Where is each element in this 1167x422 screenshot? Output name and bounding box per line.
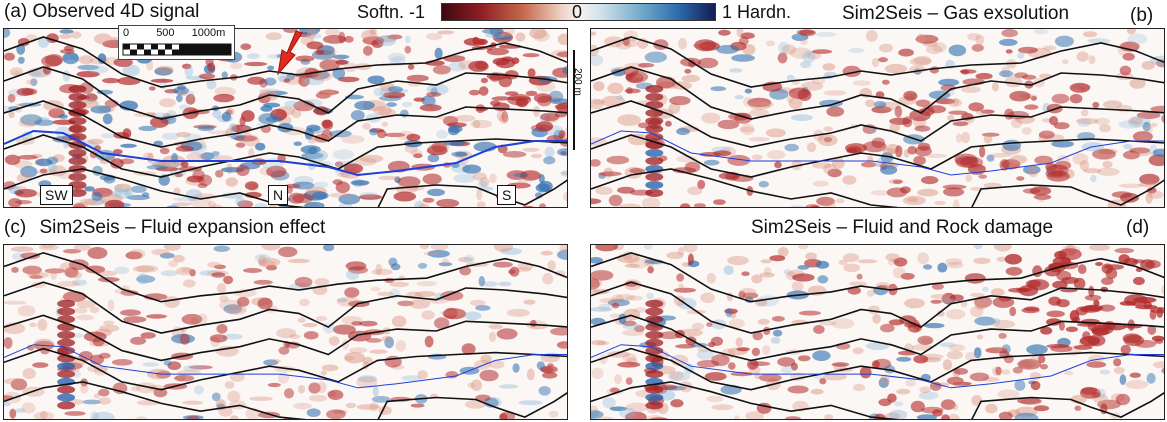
panel-d xyxy=(590,244,1165,420)
horizontal-scale-bar: 0 500 1000m xyxy=(118,25,235,60)
scale-tick-0: 0 xyxy=(123,27,130,39)
colorbar xyxy=(441,3,716,21)
panel-d-letter: (d) xyxy=(1126,217,1150,238)
panel-c-label: (c) Sim2Seis – Fluid expansion effect xyxy=(4,217,325,239)
panel-a-title: Observed 4D signal xyxy=(32,1,200,22)
scale-ticks: 0 500 1000m xyxy=(123,27,225,39)
vertical-scale-label: 200 m xyxy=(572,68,583,96)
panel-d-title: Sim2Seis – Fluid and Rock damage xyxy=(751,217,1054,238)
panel-a xyxy=(3,28,568,208)
colorbar-min: -1 xyxy=(409,2,426,22)
scale-tick-1000: 1000m xyxy=(191,27,226,39)
marker-n: N xyxy=(268,185,289,205)
panel-c-letter: (c) xyxy=(4,217,27,238)
panel-c-title: Sim2Seis – Fluid expansion effect xyxy=(39,217,326,238)
marker-s: S xyxy=(497,185,517,205)
panel-a-label: (a) Observed 4D signal xyxy=(4,1,199,23)
panel-b xyxy=(590,28,1165,208)
red-arrow-icon xyxy=(277,30,303,76)
marker-sw: SW xyxy=(40,185,73,205)
panel-d-section xyxy=(591,245,1164,419)
panel-b-letter: (b) xyxy=(1130,5,1154,26)
colorbar-soft-label: Softn. -1 xyxy=(357,1,425,23)
panel-a-letter: (a) xyxy=(4,1,28,22)
scale-tick-500: 500 xyxy=(156,27,175,39)
vertical-scale-bar xyxy=(573,50,575,150)
panel-b-section xyxy=(591,29,1164,207)
scale-checker xyxy=(122,43,232,56)
panel-b-title: Sim2Seis – Gas exsolution xyxy=(842,3,1070,24)
panel-c-section xyxy=(4,245,567,419)
colorbar-max-label: 1 Hardn. xyxy=(722,2,792,22)
panel-c xyxy=(3,244,568,420)
colorbar-mid: 0 xyxy=(572,2,583,22)
colorbar-left-label: Softn. xyxy=(357,2,405,22)
